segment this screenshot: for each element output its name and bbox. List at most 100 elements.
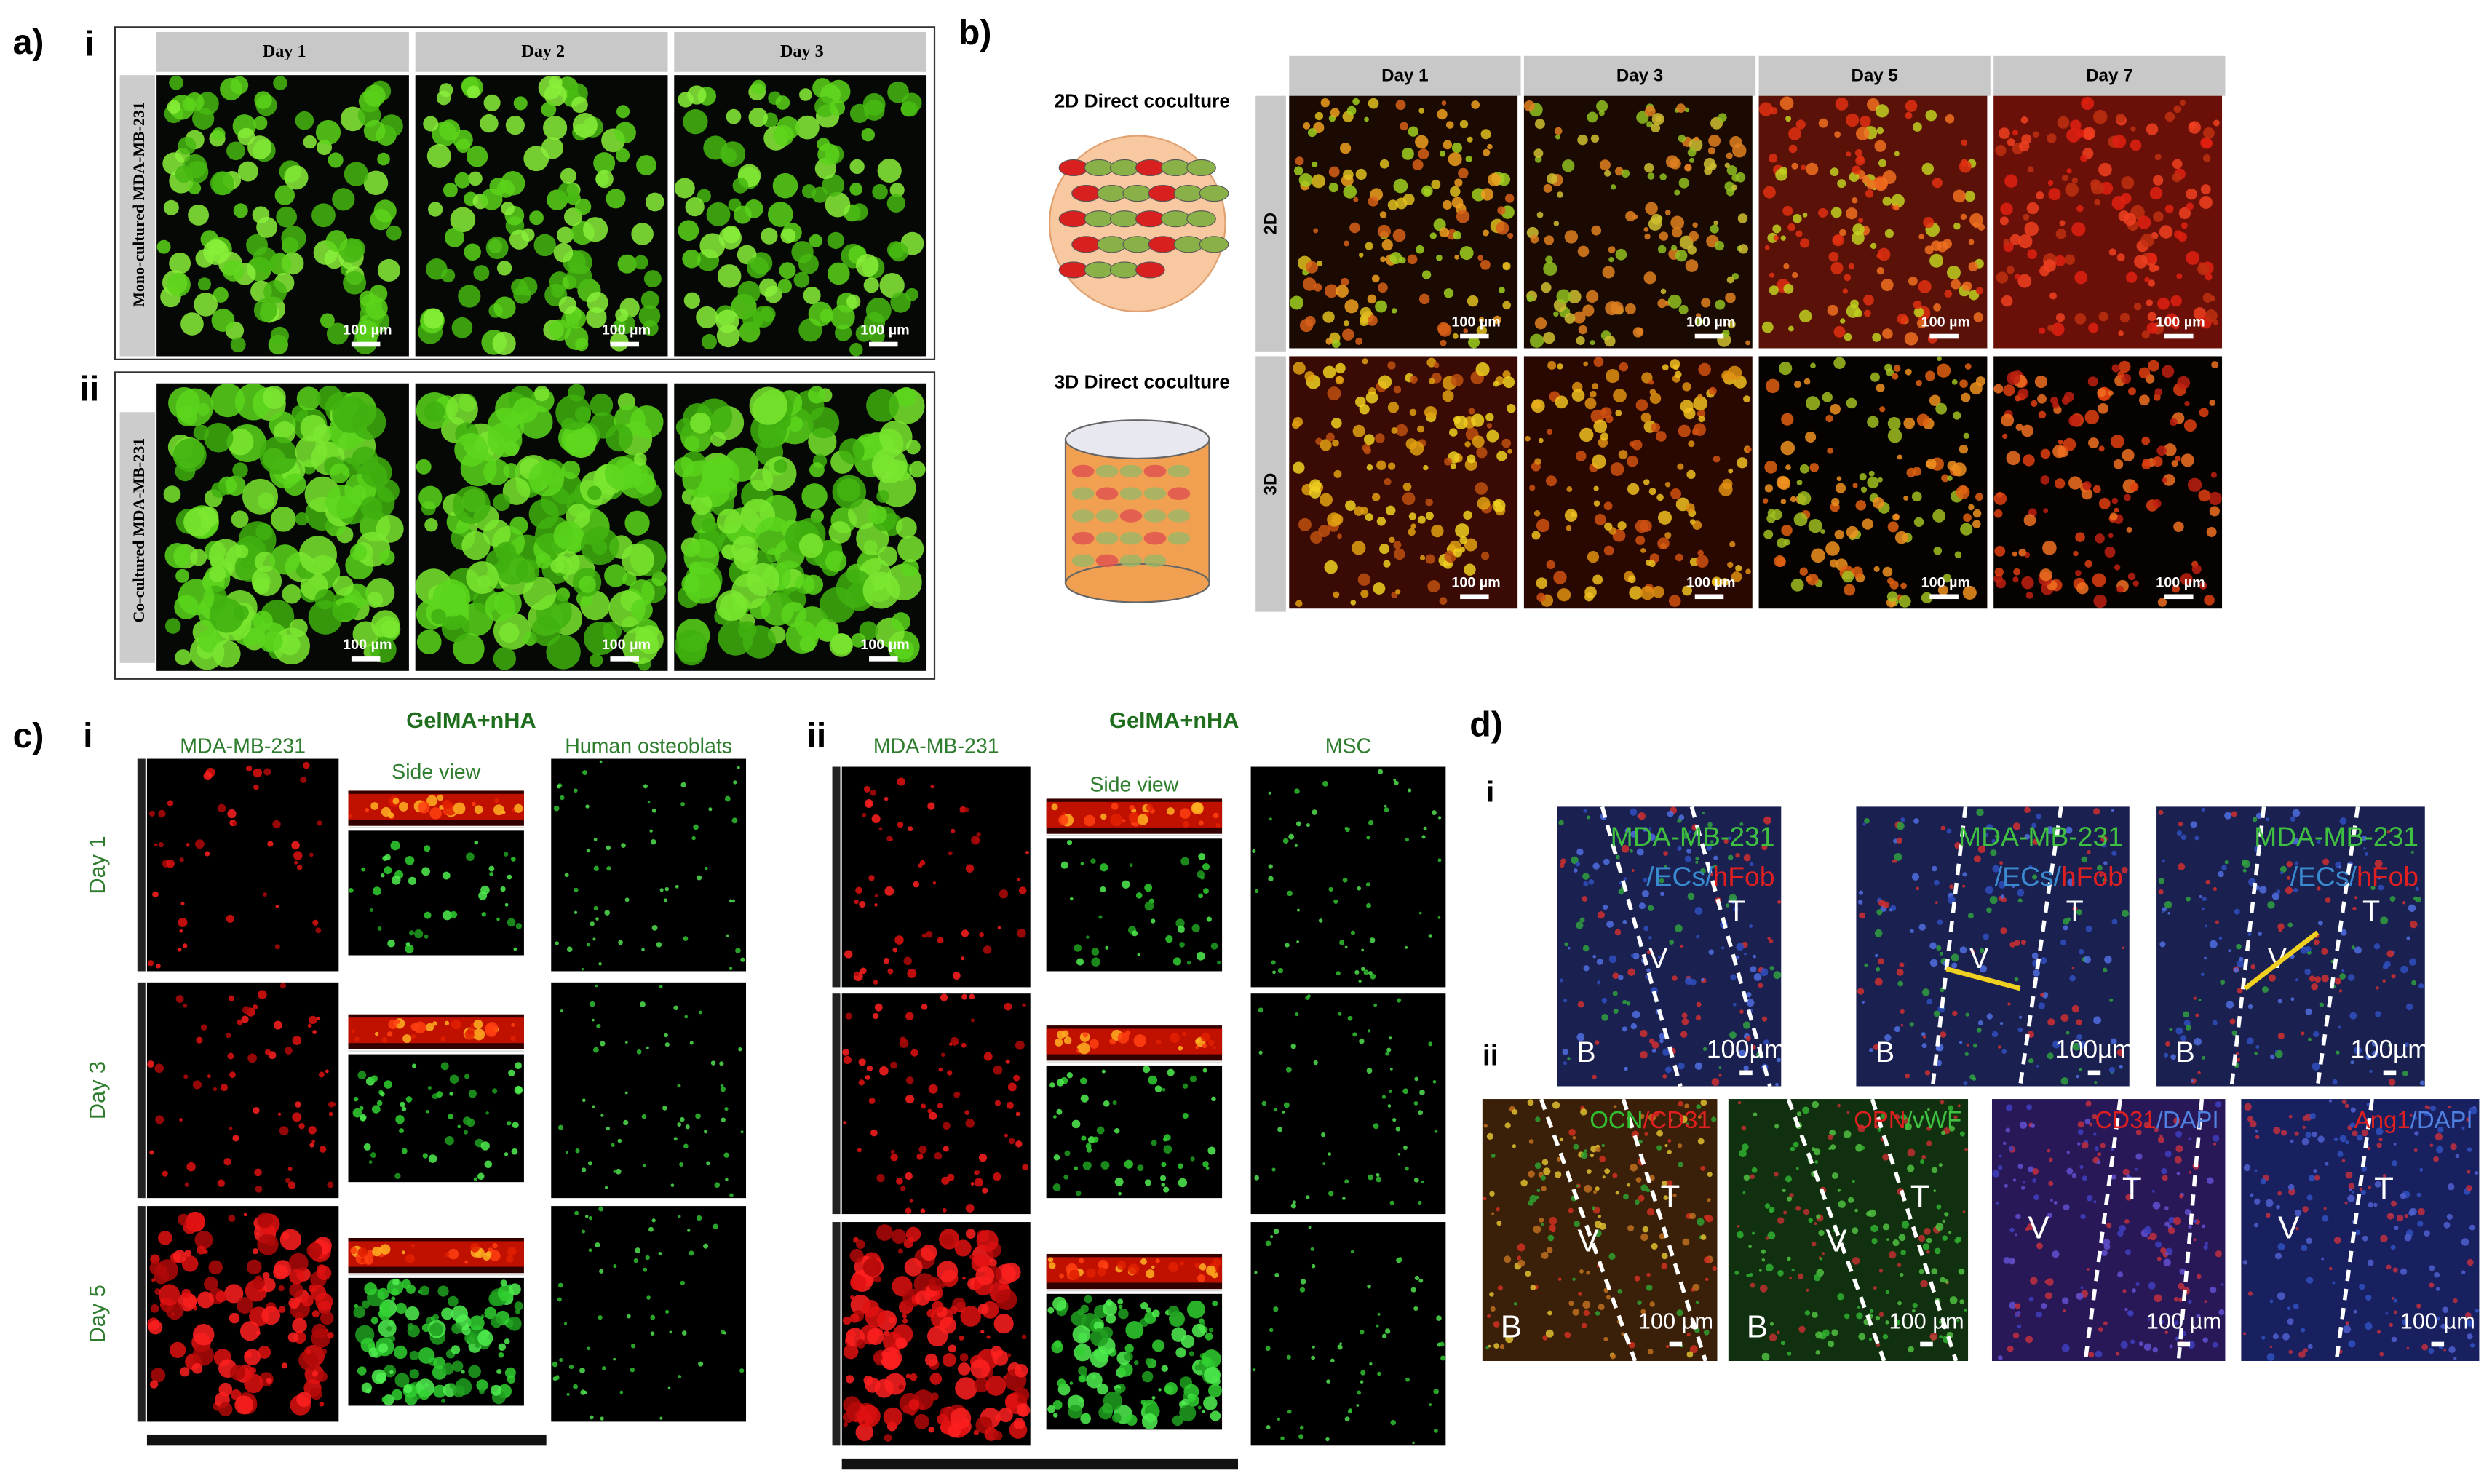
cell xyxy=(724,1107,729,1111)
cell xyxy=(604,456,639,491)
cell xyxy=(561,421,598,458)
cell xyxy=(2116,1049,2124,1057)
cell xyxy=(1533,1225,1541,1234)
cell xyxy=(1358,979,1362,983)
cell xyxy=(375,1031,379,1036)
cell xyxy=(1418,1200,1422,1205)
cell xyxy=(332,188,355,211)
cell xyxy=(1625,210,1636,222)
cell xyxy=(1617,1288,1623,1294)
cell xyxy=(2040,475,2050,485)
cell xyxy=(2075,532,2085,542)
cell xyxy=(1413,1306,1418,1311)
cell xyxy=(473,265,490,281)
cell xyxy=(317,385,343,411)
cell xyxy=(1944,290,1953,298)
cell xyxy=(294,860,298,865)
cell xyxy=(498,1343,507,1351)
cell xyxy=(1658,955,1662,959)
cell xyxy=(1593,1190,1598,1194)
cell xyxy=(985,1375,1007,1396)
cell xyxy=(674,178,695,199)
cell xyxy=(1148,1075,1158,1085)
region-label: T xyxy=(1661,1178,1680,1214)
cell xyxy=(464,1260,469,1264)
cell xyxy=(1439,597,1448,605)
cell xyxy=(1436,1315,1442,1321)
cell xyxy=(421,867,430,876)
cell xyxy=(926,1309,935,1318)
cell xyxy=(1775,168,1788,181)
cell xyxy=(227,809,237,819)
cell xyxy=(1780,235,1786,241)
cell xyxy=(1528,1170,1535,1178)
cell xyxy=(1727,365,1742,381)
cell xyxy=(301,1295,314,1307)
cell xyxy=(1387,462,1396,470)
cell xyxy=(1715,299,1726,310)
cell xyxy=(1179,942,1185,948)
micrograph-bg xyxy=(551,982,747,1199)
cell xyxy=(964,1110,970,1116)
cell xyxy=(2178,207,2191,219)
cell xyxy=(2104,956,2112,964)
cell xyxy=(803,286,821,304)
cell xyxy=(2193,1238,2197,1242)
cell xyxy=(1972,1076,1977,1081)
cell xyxy=(1710,224,1719,234)
cell xyxy=(2186,202,2194,210)
cell xyxy=(1646,1207,1655,1216)
cell xyxy=(1467,454,1476,464)
cell xyxy=(1939,1335,1943,1339)
cell xyxy=(184,1250,192,1257)
cell xyxy=(1608,955,1617,964)
cell xyxy=(2001,295,2013,307)
cell xyxy=(642,1164,646,1168)
cell xyxy=(564,873,569,878)
cell xyxy=(1592,454,1606,469)
cell xyxy=(904,1258,923,1277)
cell xyxy=(2198,999,2202,1002)
cell xyxy=(932,881,937,885)
cell xyxy=(1441,100,1447,106)
cell xyxy=(1905,100,1918,112)
cell xyxy=(1925,370,1936,381)
cell xyxy=(1745,568,1751,575)
cell xyxy=(1410,1287,1416,1293)
cell xyxy=(1761,1258,1766,1262)
cell xyxy=(514,1085,523,1095)
cell xyxy=(1197,1405,1202,1410)
cell xyxy=(1799,309,1812,323)
cell xyxy=(1999,1021,2004,1025)
cell xyxy=(1695,856,1699,861)
cell xyxy=(1333,591,1340,598)
cell xyxy=(2076,1074,2079,1079)
cell xyxy=(1929,959,1938,967)
cell xyxy=(2389,896,2396,902)
cell xyxy=(2409,958,2417,966)
cell xyxy=(1293,461,1305,474)
cell xyxy=(1745,340,1751,346)
cell xyxy=(982,1187,988,1194)
cell xyxy=(961,956,965,961)
cell xyxy=(1392,229,1406,242)
cell xyxy=(879,272,905,298)
cell xyxy=(1439,151,1446,157)
cell xyxy=(431,608,446,624)
cell xyxy=(1014,1364,1028,1378)
cell xyxy=(1387,1104,1392,1108)
cell xyxy=(1626,455,1638,467)
cell xyxy=(192,1344,214,1366)
axis-strip xyxy=(137,1206,146,1422)
schematic-cell xyxy=(1167,487,1191,500)
cell xyxy=(279,1229,302,1250)
cell xyxy=(2301,1031,2305,1036)
cell xyxy=(1933,1010,1940,1017)
cell xyxy=(1687,245,1697,255)
cell xyxy=(616,105,630,119)
cell xyxy=(1593,485,1599,491)
cell xyxy=(1395,589,1401,595)
cell xyxy=(1696,1104,1702,1110)
cell xyxy=(2122,1289,2127,1293)
cell xyxy=(2059,220,2066,226)
